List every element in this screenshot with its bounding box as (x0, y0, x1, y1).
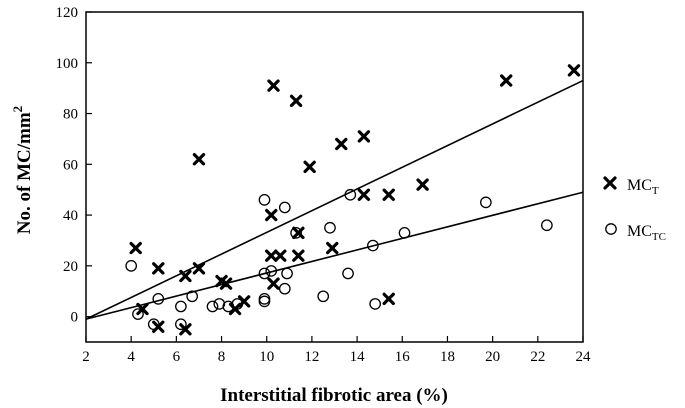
x-tick-label: 4 (127, 349, 135, 365)
point-mc-t (267, 79, 280, 92)
x-tick-label: 2 (82, 349, 90, 365)
x-tick-label: 16 (395, 349, 411, 365)
y-tick-label: 120 (56, 5, 79, 21)
point-mc-t (136, 302, 149, 316)
point-mc-tc (206, 300, 219, 313)
point-mc-t (357, 188, 371, 201)
point-mc-t (357, 130, 371, 143)
point-mc-tc (186, 290, 199, 303)
point-mc-tc (175, 318, 187, 331)
point-mc-t (499, 74, 513, 87)
y-tick-label: 100 (56, 56, 79, 72)
legend-label-mc-tc: MCTC (627, 223, 666, 243)
y-axis-title-superscript: 2 (10, 106, 25, 113)
trend-line-mc-t (85, 79, 584, 320)
point-mc-t (289, 94, 303, 108)
point-mc-tc (324, 221, 336, 234)
data-points (125, 64, 581, 336)
point-mc-t (382, 292, 395, 306)
y-axis-title-main: No. of MC/mm (14, 112, 35, 234)
x-axis-ticks: 2 4 6 8 10 12 14 16 18 20 22 24 (82, 336, 591, 365)
point-mc-tc (290, 226, 302, 239)
point-mc-tc (281, 267, 293, 280)
point-mc-t (192, 262, 206, 275)
point-mc-tc (278, 201, 291, 214)
point-mc-t (179, 323, 192, 336)
point-mc-t (274, 249, 287, 262)
trend-line-mc-tc (85, 191, 584, 320)
x-tick-label: 10 (259, 349, 274, 365)
x-tick-label: 14 (350, 349, 366, 365)
point-mc-tc (342, 267, 354, 280)
y-axis-title: No. of MC/mm2 (10, 106, 35, 234)
point-mc-tc (398, 226, 411, 239)
legend: MCT MCTC (603, 176, 666, 243)
point-mc-tc (125, 259, 138, 272)
point-mc-t (335, 137, 348, 151)
x-tick-label: 12 (304, 349, 319, 365)
y-tick-label: 20 (63, 259, 78, 275)
point-mc-tc (317, 290, 330, 303)
point-mc-tc (231, 298, 244, 310)
point-mc-tc (344, 188, 357, 201)
point-mc-t (179, 269, 192, 283)
point-mc-tc (147, 318, 160, 331)
x-tick-label: 24 (576, 349, 592, 365)
point-mc-tc (152, 292, 165, 305)
point-mc-tc (278, 282, 291, 295)
plot-frame (85, 11, 584, 343)
point-mc-t (219, 277, 233, 290)
point-mc-tc (258, 267, 271, 280)
trend-lines (85, 79, 584, 320)
point-mc-t (567, 64, 581, 77)
y-tick-label: 0 (71, 310, 79, 326)
x-tick-label: 20 (485, 349, 500, 365)
legend-marker-mc-t (603, 176, 617, 190)
point-mc-tc (258, 295, 271, 308)
point-mc-tc (132, 308, 144, 320)
point-mc-t (326, 241, 339, 255)
point-mc-t (267, 277, 280, 290)
point-mc-t (265, 249, 278, 262)
point-mc-t (416, 178, 429, 191)
y-axis-ticks: 0 20 40 60 80 100 120 (56, 5, 92, 326)
point-mc-tc (367, 239, 379, 252)
point-mc-t (303, 160, 316, 174)
point-mc-tc (175, 300, 187, 313)
point-mc-t (292, 226, 305, 240)
point-mc-tc (258, 193, 271, 206)
point-mc-tc (480, 196, 492, 209)
point-mc-t (265, 208, 278, 222)
legend-label-mc-t: MCT (627, 177, 659, 197)
x-tick-label: 6 (173, 349, 181, 365)
point-mc-t (192, 153, 206, 166)
point-mc-t (382, 188, 395, 201)
point-mc-t (292, 249, 305, 262)
y-tick-label: 80 (63, 107, 78, 123)
x-tick-label: 8 (218, 349, 226, 365)
point-mc-t (237, 295, 251, 308)
point-mc-t (152, 262, 165, 275)
x-axis-title: Interstitial fibrotic area (%) (220, 385, 448, 406)
svg-text:No. of MC/mm2: No. of MC/mm2 (10, 106, 35, 234)
point-mc-tc (265, 265, 278, 277)
point-mc-tc (541, 219, 553, 232)
x-tick-label: 22 (530, 349, 545, 365)
legend-marker-mc-tc (605, 223, 617, 235)
y-tick-label: 40 (63, 208, 78, 224)
point-mc-t (129, 241, 142, 255)
x-tick-label: 18 (440, 349, 455, 365)
y-tick-label: 60 (63, 157, 78, 173)
point-mc-tc (369, 298, 382, 310)
